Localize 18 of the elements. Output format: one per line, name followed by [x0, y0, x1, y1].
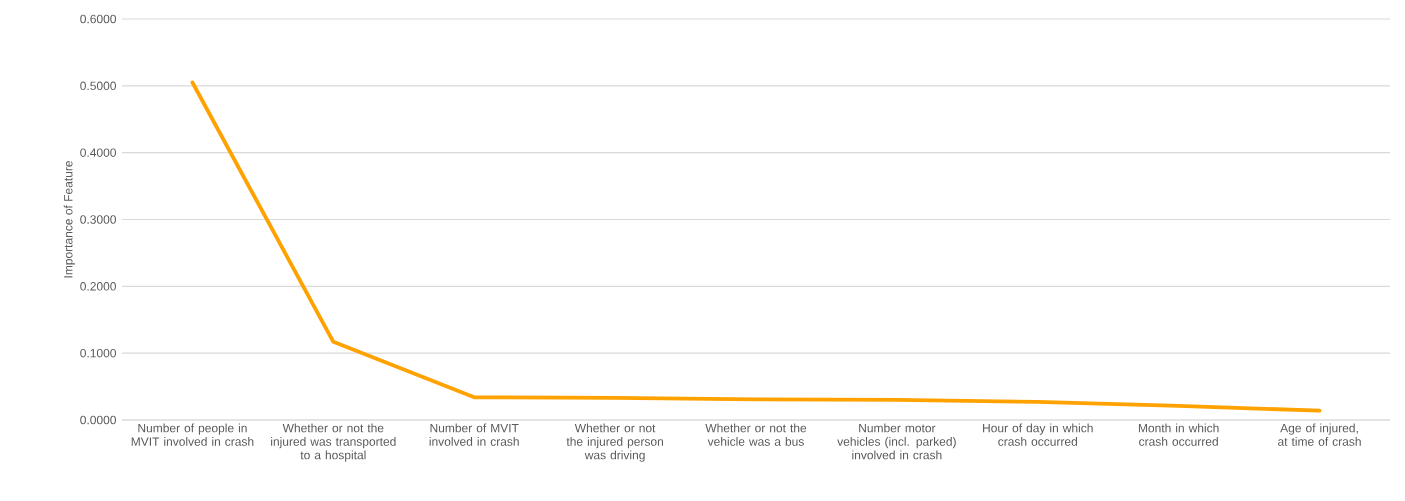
- line-series: [190, 80, 1322, 413]
- y-tick-label: 0.4000: [80, 148, 116, 157]
- x-tick-label: Whether or not the vehicle was a bus: [705, 423, 807, 446]
- y-tick-label: 0.3000: [80, 215, 116, 224]
- y-axis-title: Importance of Feature: [63, 161, 75, 278]
- y-tick-label: 0.5000: [80, 81, 116, 91]
- y-tick-label: 0.0000: [80, 415, 116, 425]
- x-tick-label: Number motor vehicles (incl. parked) involved in crash: [837, 423, 956, 460]
- x-tick-label: Month in which crash occurred: [1138, 423, 1219, 446]
- x-tick-label: Number of MVIT involved in crash: [429, 423, 519, 446]
- y-tick-label: 0.1000: [80, 348, 116, 358]
- x-tick-label: Whether or not the injured was transported to a hospital: [271, 423, 396, 462]
- x-tick-label: Hour of day in which crash occurred: [983, 423, 1093, 446]
- y-tick-label: 0.2000: [80, 282, 116, 291]
- x-tick-label: Age of injured, at time of crash: [1278, 423, 1361, 446]
- y-tick-label: 0.6000: [80, 14, 116, 24]
- x-tick-label: Whether or not the injured person was driving: [566, 423, 663, 462]
- x-tick-label: Number of people in MVIT involved in crash: [131, 423, 254, 446]
